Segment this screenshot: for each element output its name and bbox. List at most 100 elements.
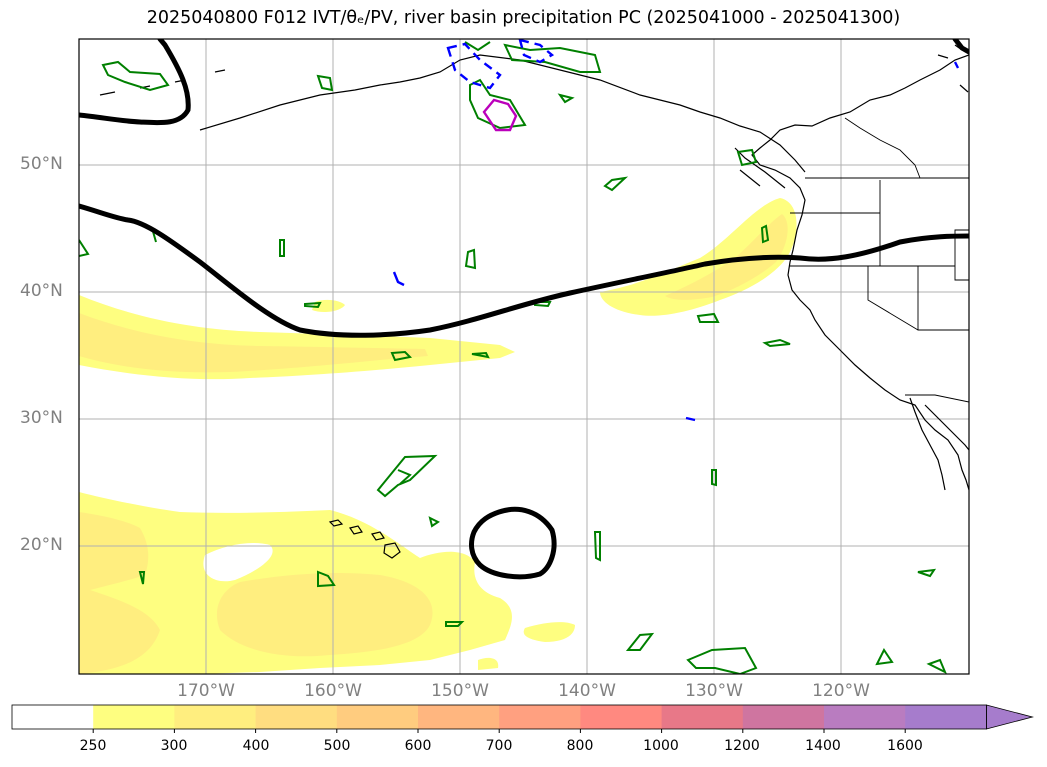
theta-e-contour xyxy=(79,39,191,126)
colorbar-swatch xyxy=(661,705,744,729)
coastline-bc-islands xyxy=(734,147,786,189)
lon-label: 130°W xyxy=(685,681,743,701)
colorbar-swatch xyxy=(418,705,500,729)
lat-label: 50°N xyxy=(20,154,63,174)
colorbar-extend-arrow xyxy=(986,704,1034,730)
negative-pv-contour xyxy=(953,61,960,69)
colorbar-swatch xyxy=(174,705,257,729)
theta-e-contours xyxy=(79,39,969,580)
pv-contour xyxy=(503,43,602,73)
theta-e-contour xyxy=(79,203,969,338)
colorbar-tick-label: 1200 xyxy=(724,738,760,754)
pv-contour xyxy=(471,351,490,359)
lon-label: 170°W xyxy=(177,681,235,701)
pv-contour xyxy=(762,338,791,348)
pv-contour xyxy=(138,571,146,585)
colorbar-swatch xyxy=(905,705,987,729)
pv-contour xyxy=(390,350,413,362)
colorbar-swatch xyxy=(824,705,906,729)
ivt-patch-south xyxy=(478,657,499,670)
pv-contour xyxy=(917,568,937,578)
negative-pv-contour xyxy=(392,271,405,287)
map-frame xyxy=(78,38,970,675)
colorbar-swatch xyxy=(255,705,338,729)
colorbar-tick-label: 800 xyxy=(566,738,594,754)
pv-contour xyxy=(926,658,947,674)
ivt-plume-coast xyxy=(600,198,797,316)
lon-label: 150°W xyxy=(431,681,489,701)
colorbar-tick-label: 600 xyxy=(404,738,432,754)
colorbar-swatch xyxy=(499,705,581,729)
colorbar-tick-label: 250 xyxy=(79,738,107,754)
colorbar-tick-label: 1600 xyxy=(887,738,923,754)
pv-contour xyxy=(376,454,438,498)
colorbar-tick-label: 700 xyxy=(485,738,513,754)
colorbar-swatch xyxy=(580,705,663,729)
negative-pv-contours xyxy=(392,39,960,422)
pv-contour xyxy=(736,148,758,167)
pv-contour xyxy=(711,469,717,487)
ivt-clear-hole xyxy=(203,543,273,582)
pv-contour xyxy=(696,312,720,323)
colorbar-tick-label: 500 xyxy=(323,738,351,754)
ivt-patch-east xyxy=(523,622,575,642)
border-us-mexico xyxy=(905,394,969,403)
colorbar xyxy=(11,704,1034,733)
pv-contour xyxy=(304,301,322,309)
theta-e-contour xyxy=(469,506,557,580)
lat-label: 40°N xyxy=(20,281,63,301)
ivt-band-north-core xyxy=(79,313,428,373)
country-borders xyxy=(790,117,969,403)
pv-contour xyxy=(397,469,412,485)
colorbar-swatch xyxy=(12,705,94,729)
border-ak-canada xyxy=(844,117,921,179)
border-states-2 xyxy=(880,229,969,281)
pv-contour xyxy=(875,648,894,666)
pv-contour xyxy=(279,239,285,257)
pv-contour xyxy=(603,176,629,192)
colorbar-tick-label: 1000 xyxy=(643,738,679,754)
negative-pv-contour xyxy=(446,42,502,90)
negative-pv-contour xyxy=(518,39,555,64)
pv-contours xyxy=(79,41,947,674)
pv-contour xyxy=(316,74,334,92)
ivt-band-subtropical-core xyxy=(79,512,160,674)
pv-contour xyxy=(464,41,491,52)
coastline-aleutians xyxy=(99,69,226,96)
map-panel xyxy=(79,39,969,674)
lon-label: 140°W xyxy=(558,681,616,701)
coastline-baja xyxy=(909,397,969,491)
lon-label: 120°W xyxy=(812,681,870,701)
strong-pv-contour xyxy=(482,98,518,132)
graticule xyxy=(79,39,969,674)
negative-pv-contour xyxy=(685,416,696,422)
lat-label: 30°N xyxy=(20,408,63,428)
pv-contour xyxy=(686,646,758,674)
pv-contour xyxy=(101,60,170,92)
pv-contour xyxy=(760,224,770,244)
coastlines xyxy=(99,44,969,559)
colorbar-tick-label: 400 xyxy=(242,738,270,754)
pv-contour xyxy=(557,93,575,104)
map-title: 2025040800 F012 IVT/θₑ/PV, river basin p… xyxy=(146,8,901,28)
colorbar-swatch xyxy=(336,705,419,729)
ivt-band-subtropical-core-2 xyxy=(216,572,433,657)
pv-contour xyxy=(79,239,90,257)
colorbar-tick-label: 300 xyxy=(160,738,188,754)
pv-contour xyxy=(317,570,336,588)
theta-e-contour xyxy=(952,39,969,55)
pv-contour xyxy=(445,621,465,627)
pv-contour xyxy=(464,248,477,270)
lon-label: 160°W xyxy=(304,681,362,701)
border-states-3 xyxy=(867,266,969,331)
pv-contour xyxy=(593,531,601,562)
pv-contour xyxy=(428,516,440,528)
lat-label: 20°N xyxy=(20,535,63,555)
colorbar-tick-label: 1400 xyxy=(805,738,841,754)
coastline-hawaii xyxy=(328,519,401,559)
pv-contour xyxy=(469,78,527,130)
colorbar-swatch xyxy=(742,705,825,729)
colorbar-swatch xyxy=(93,705,175,729)
pv-contour xyxy=(625,632,655,651)
